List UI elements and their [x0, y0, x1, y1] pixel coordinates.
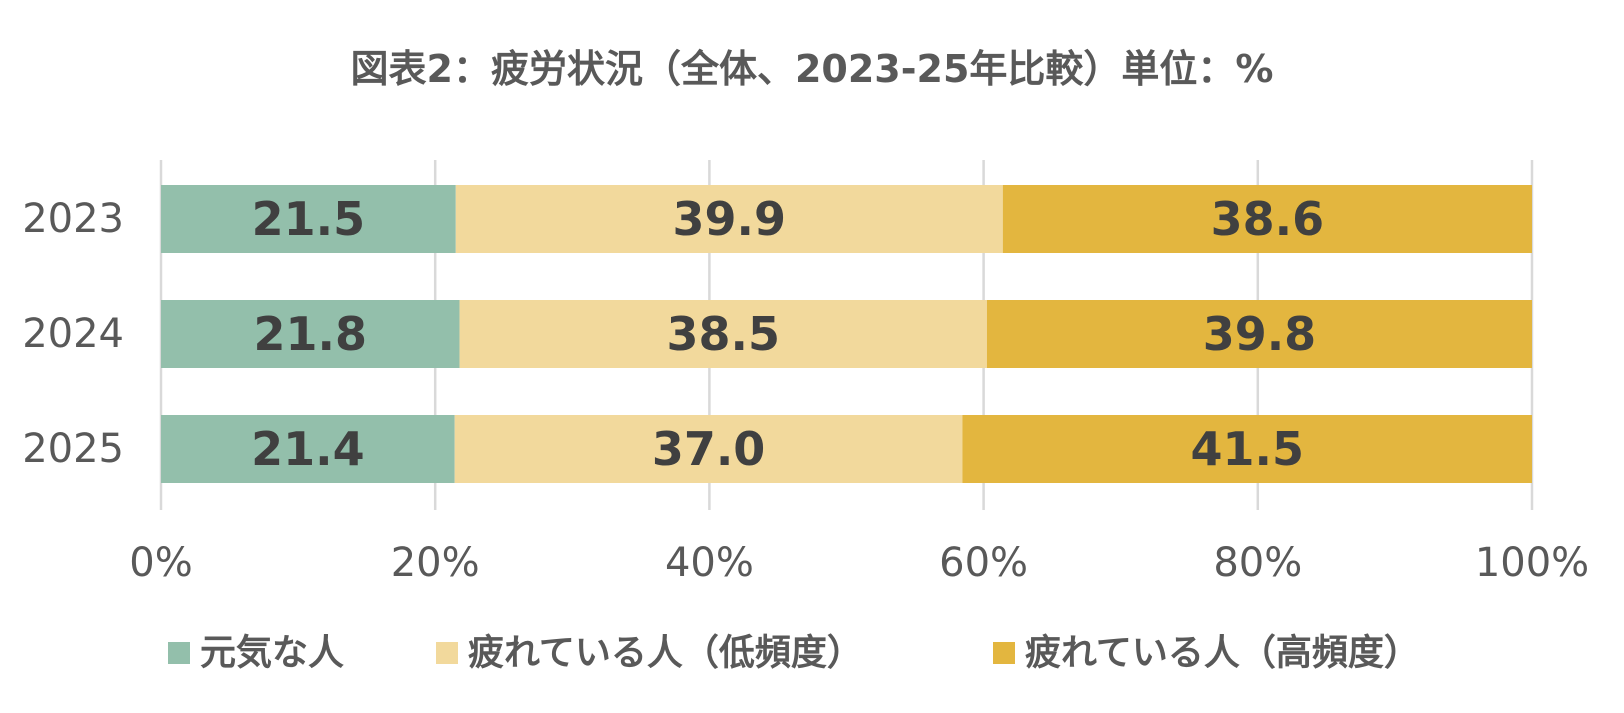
tick-label: 40%	[665, 540, 754, 586]
category-label: 2023	[22, 196, 124, 242]
tick-label: 80%	[1213, 540, 1302, 586]
data-label: 39.9	[673, 192, 787, 246]
bar-segment	[161, 185, 456, 253]
bar-segment	[161, 300, 460, 368]
data-label: 38.6	[1211, 192, 1325, 246]
legend-label: 元気な人	[200, 633, 344, 674]
bar-segment	[459, 300, 987, 368]
legend-swatch	[436, 642, 458, 664]
legend-label: 疲れている人（低頻度）	[468, 633, 863, 674]
category-label: 2024	[22, 311, 124, 357]
data-label: 39.8	[1203, 307, 1317, 361]
data-label: 21.8	[254, 307, 368, 361]
bar-segment	[986, 300, 1532, 368]
data-label: 38.5	[666, 307, 780, 361]
legend-item: 元気な人	[168, 633, 344, 674]
legend-label: 疲れている人（高頻度）	[1025, 633, 1420, 674]
data-label: 37.0	[652, 422, 766, 476]
data-labels: 21.5 39.9 38.6 21.8 38.5 39.8 21.4 37.0 41.5	[251, 192, 1324, 476]
tick-label: 60%	[939, 540, 1028, 586]
legend-item: 疲れている人（高頻度）	[993, 633, 1420, 674]
tick-label: 20%	[391, 540, 480, 586]
data-label: 21.5	[252, 192, 366, 246]
bar-segment	[161, 415, 455, 483]
category-axis: 2023 2024 2025	[22, 196, 124, 472]
bar-segment	[1002, 185, 1532, 253]
legend: 元気な人 疲れている人（低頻度） 疲れている人（高頻度）	[168, 633, 1420, 674]
bars	[161, 185, 1532, 483]
legend-swatch	[168, 642, 190, 664]
category-label: 2025	[22, 426, 124, 472]
tick-label: 100%	[1475, 540, 1589, 586]
bar-segment	[454, 415, 963, 483]
data-label: 41.5	[1190, 422, 1304, 476]
chart-title: 図表2：疲労状況（全体、2023-25年比較）単位：%	[351, 47, 1274, 91]
data-label: 21.4	[251, 422, 365, 476]
tick-label: 0%	[129, 540, 192, 586]
value-axis: 0% 20% 40% 60% 80% 100%	[129, 540, 1589, 586]
bar-segment	[962, 415, 1532, 483]
legend-swatch	[993, 642, 1015, 664]
legend-item: 疲れている人（低頻度）	[436, 633, 863, 674]
bar-segment	[455, 185, 1003, 253]
